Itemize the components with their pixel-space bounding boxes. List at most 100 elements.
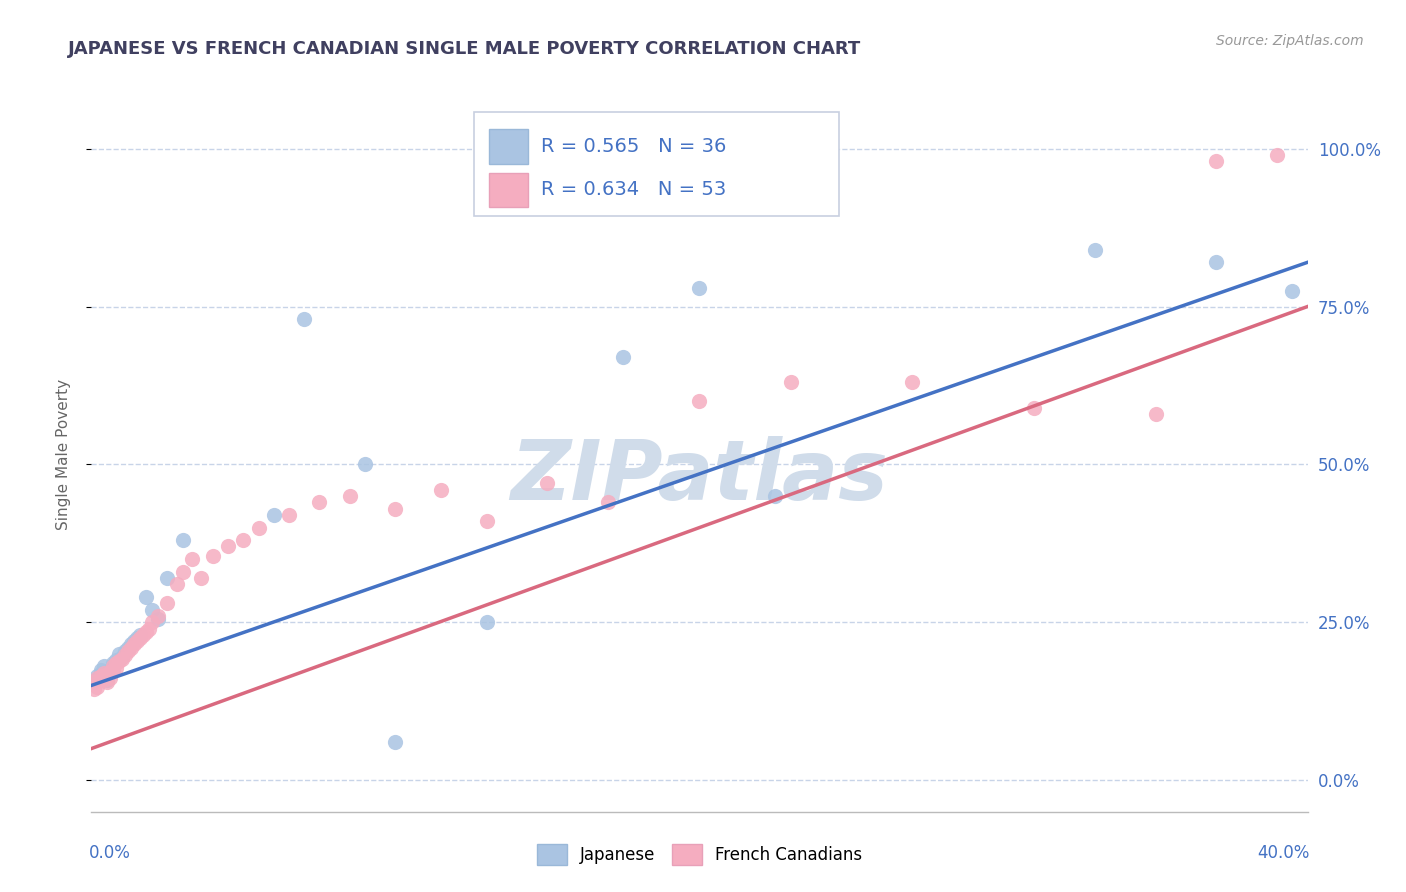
Bar: [474, 112, 839, 216]
Point: [122, 637, 145, 651]
Point: [96, 667, 118, 681]
Point: [101, 661, 124, 675]
Point: [901, 376, 924, 390]
Point: [1084, 243, 1107, 257]
Point: [96, 673, 118, 688]
Text: Source: ZipAtlas.com: Source: ZipAtlas.com: [1216, 34, 1364, 48]
Point: [156, 571, 179, 585]
Point: [114, 648, 136, 662]
Point: [89, 673, 111, 688]
Point: [129, 628, 152, 642]
Y-axis label: Single Male Poverty: Single Male Poverty: [56, 379, 70, 531]
Point: [83, 675, 105, 690]
Point: [98, 665, 121, 679]
Point: [1265, 148, 1288, 162]
Text: R = 0.634   N = 53: R = 0.634 N = 53: [541, 180, 727, 200]
Point: [104, 657, 127, 671]
Point: [132, 628, 155, 642]
Point: [107, 647, 129, 661]
Point: [104, 661, 127, 675]
Point: [117, 640, 139, 655]
Point: [172, 565, 194, 579]
Point: [263, 508, 285, 522]
Point: [247, 520, 270, 534]
Point: [536, 476, 558, 491]
Point: [86, 672, 108, 686]
Point: [292, 312, 315, 326]
Point: [104, 653, 127, 667]
Point: [101, 657, 124, 671]
Point: [598, 495, 620, 509]
Point: [120, 640, 142, 655]
Point: [1022, 401, 1045, 415]
Text: ZIPatlas: ZIPatlas: [510, 436, 889, 516]
Point: [612, 350, 634, 364]
Point: [156, 596, 179, 610]
Point: [278, 508, 301, 522]
Point: [86, 680, 108, 694]
FancyBboxPatch shape: [489, 173, 529, 207]
Point: [98, 671, 121, 685]
Point: [86, 669, 108, 683]
Point: [765, 489, 787, 503]
Point: [96, 667, 118, 681]
Point: [172, 533, 194, 548]
Point: [101, 659, 124, 673]
Point: [89, 665, 111, 680]
Point: [148, 612, 170, 626]
Point: [83, 675, 105, 690]
Point: [217, 540, 239, 554]
Point: [430, 483, 453, 497]
Point: [308, 495, 330, 509]
Point: [135, 590, 157, 604]
Point: [89, 663, 111, 677]
Point: [384, 501, 406, 516]
Text: JAPANESE VS FRENCH CANADIAN SINGLE MALE POVERTY CORRELATION CHART: JAPANESE VS FRENCH CANADIAN SINGLE MALE …: [67, 40, 860, 58]
Point: [166, 577, 188, 591]
Point: [120, 637, 142, 651]
Point: [138, 622, 160, 636]
Point: [98, 665, 121, 679]
Point: [1281, 284, 1303, 298]
Point: [107, 655, 129, 669]
Point: [779, 376, 801, 390]
Point: [1205, 255, 1227, 269]
Point: [1205, 154, 1227, 169]
Point: [475, 514, 498, 528]
Point: [180, 552, 202, 566]
Point: [89, 669, 111, 683]
Point: [129, 631, 152, 645]
Point: [114, 643, 136, 657]
Point: [148, 609, 170, 624]
Point: [135, 624, 157, 639]
Point: [101, 663, 124, 677]
Point: [354, 458, 377, 472]
Point: [141, 615, 163, 630]
Point: [122, 634, 145, 648]
Point: [688, 394, 710, 409]
Point: [86, 671, 108, 685]
Point: [93, 665, 115, 680]
Text: R = 0.565   N = 36: R = 0.565 N = 36: [541, 137, 727, 156]
FancyBboxPatch shape: [489, 129, 529, 163]
Point: [111, 650, 134, 665]
Legend: Japanese, French Canadians: Japanese, French Canadians: [530, 838, 869, 871]
Point: [232, 533, 254, 548]
Point: [202, 549, 225, 563]
Point: [339, 489, 361, 503]
Point: [93, 672, 115, 686]
Point: [117, 643, 139, 657]
Point: [125, 631, 148, 645]
Text: 0.0%: 0.0%: [89, 844, 131, 862]
Point: [125, 634, 148, 648]
Point: [688, 280, 710, 294]
Point: [190, 571, 212, 585]
Point: [141, 602, 163, 616]
Point: [111, 652, 134, 666]
Point: [1144, 407, 1167, 421]
Point: [96, 675, 118, 690]
Point: [83, 681, 105, 696]
Point: [475, 615, 498, 630]
Point: [384, 735, 406, 749]
Point: [93, 659, 115, 673]
